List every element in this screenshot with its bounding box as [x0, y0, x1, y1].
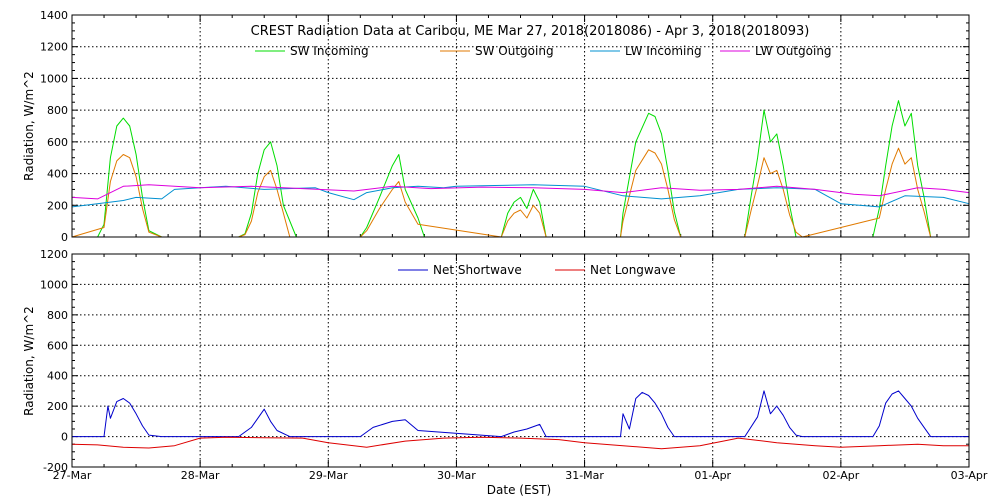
bottom-panel: Radiation, W/m^2 Date (EST) -200 0 200 400 6…	[22, 248, 988, 497]
legend-label-sw-incoming: SW Incoming	[290, 44, 369, 58]
x-tick-label: 31-Mar	[565, 469, 604, 482]
top-y-tick-label: 1200	[40, 41, 68, 54]
top-y-tick-label: 600	[47, 136, 68, 149]
bottom-y-tick-label: -200	[43, 461, 68, 474]
bottom-y-tick-label: 1200	[40, 248, 68, 261]
bottom-y-tick-label: 600	[47, 339, 68, 352]
chart-title: CREST Radiation Data at Caribou, ME Mar …	[251, 24, 810, 39]
series-sw-incoming	[72, 100, 969, 238]
top-y-tick-label: 1000	[40, 72, 68, 85]
series-lw-outgoing	[71, 184, 970, 200]
top-y-tick-label: 200	[47, 199, 68, 212]
legend-label-net-shortwave: Net Shortwave	[433, 263, 522, 277]
top-y-tick-label: 400	[47, 168, 68, 181]
x-tick-label: 01-Apr	[694, 469, 731, 482]
series-net-longwave	[71, 436, 969, 450]
bottom-y-tick-label: 1000	[40, 278, 68, 291]
legend-label-lw-incoming: LW Incoming	[625, 44, 702, 58]
legend-label-net-longwave: Net Longwave	[590, 263, 676, 277]
bottom-y-tick-label: 200	[47, 400, 68, 413]
bottom-y-axis-label: Radiation, W/m^2	[22, 306, 36, 416]
x-tick-label: 30-Mar	[437, 469, 476, 482]
x-tick-label: 29-Mar	[309, 469, 348, 482]
bottom-plot-frame	[71, 253, 970, 468]
bottom-y-tick-label: 0	[61, 431, 68, 444]
top-y-tick-label: 0	[61, 231, 68, 244]
x-tick-label: 02-Apr	[822, 469, 859, 482]
x-tick-label: 27-Mar	[53, 469, 92, 482]
x-axis-label: Date (EST)	[487, 483, 551, 497]
top-y-tick-label: 800	[47, 104, 68, 117]
top-panel: CREST Radiation Data at Caribou, ME Mar …	[22, 9, 970, 244]
top-plot-frame	[71, 14, 970, 238]
series-sw-outgoing	[71, 147, 969, 238]
x-tick-label: 28-Mar	[181, 469, 220, 482]
x-tick-label: 03-Apr	[951, 469, 988, 482]
top-y-axis-label: Radiation, W/m^2	[22, 71, 36, 181]
bottom-y-tick-label: 400	[47, 370, 68, 383]
top-y-tick-label: 1400	[40, 9, 68, 22]
legend-label-sw-outgoing: SW Outgoing	[475, 44, 554, 58]
bottom-y-tick-label: 800	[47, 309, 68, 322]
legend-label-lw-outgoing: LW Outgoing	[755, 44, 832, 58]
series-net-shortwave	[72, 390, 969, 438]
